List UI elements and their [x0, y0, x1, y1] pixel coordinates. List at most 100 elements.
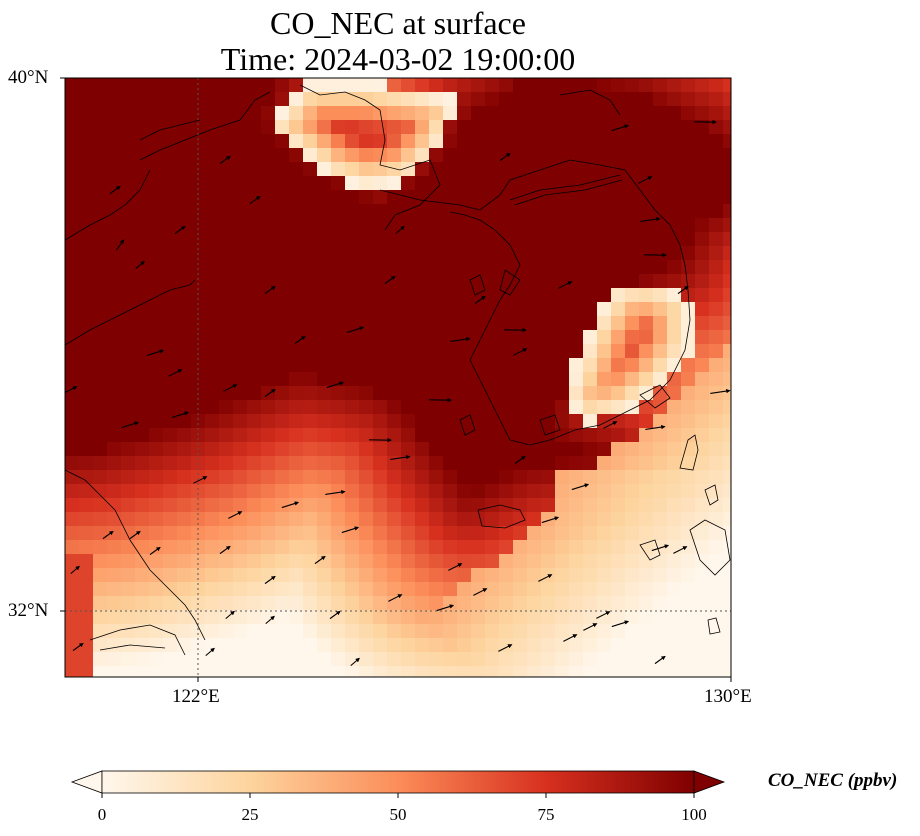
field-cell	[569, 540, 584, 555]
field-cell	[513, 176, 528, 191]
field-cell	[499, 218, 514, 233]
field-cell	[555, 582, 570, 597]
field-cell	[401, 372, 416, 387]
field-cell	[681, 540, 696, 555]
field-cell	[499, 246, 514, 261]
field-cell	[457, 344, 472, 359]
field-cell	[401, 484, 416, 499]
field-cell	[415, 232, 430, 247]
field-cell	[527, 540, 542, 555]
wind-arrow	[264, 575, 276, 585]
field-cell	[401, 204, 416, 219]
wind-arrow	[571, 483, 590, 491]
field-cell	[541, 190, 556, 205]
field-cell	[247, 666, 262, 677]
field-cell	[583, 568, 598, 583]
field-cell	[695, 218, 710, 233]
field-cell	[429, 540, 444, 555]
field-cell	[275, 218, 290, 233]
field-cell	[233, 624, 248, 639]
field-cell	[289, 218, 304, 233]
wind-arrow	[121, 421, 140, 429]
field-cell	[163, 148, 178, 163]
field-cell	[597, 554, 612, 569]
field-cell	[499, 316, 514, 331]
field-cell	[121, 512, 136, 527]
field-cell	[387, 638, 402, 653]
field-cell	[233, 190, 248, 205]
field-cell	[667, 456, 682, 471]
field-cell	[233, 260, 248, 275]
field-cell	[611, 190, 626, 205]
field-cell	[317, 484, 332, 499]
field-cell	[149, 610, 164, 625]
field-cell	[541, 344, 556, 359]
field-cell	[681, 498, 696, 513]
field-cell	[499, 596, 514, 611]
field-cell	[415, 400, 430, 415]
field-cell	[107, 428, 122, 443]
field-cell	[219, 512, 234, 527]
field-cell	[513, 274, 528, 289]
field-cell	[107, 386, 122, 401]
field-cell	[499, 344, 514, 359]
field-cell	[457, 638, 472, 653]
field-cell	[401, 78, 416, 93]
field-cell	[317, 498, 332, 513]
field-cell	[681, 246, 696, 261]
field-cell	[275, 512, 290, 527]
field-cell	[527, 148, 542, 163]
wind-arrow	[102, 530, 114, 540]
field-cell	[163, 610, 178, 625]
field-cell	[667, 190, 682, 205]
field-cell	[583, 106, 598, 121]
field-cell	[149, 176, 164, 191]
field-cell	[415, 134, 430, 149]
field-cell	[555, 106, 570, 121]
field-cell	[163, 330, 178, 345]
field-cell	[443, 386, 458, 401]
field-cell	[415, 428, 430, 443]
field-cell	[359, 344, 374, 359]
field-cell	[429, 624, 444, 639]
field-cell	[401, 176, 416, 191]
field-cell	[457, 386, 472, 401]
field-cell	[709, 316, 724, 331]
field-cell	[555, 120, 570, 135]
field-cell	[65, 470, 80, 485]
field-cell	[345, 652, 360, 667]
wind-arrow	[129, 530, 141, 540]
field-cell	[205, 526, 220, 541]
field-cell	[289, 442, 304, 457]
field-cell	[317, 232, 332, 247]
field-cell	[611, 204, 626, 219]
field-cell	[457, 582, 472, 597]
field-cell	[303, 260, 318, 275]
field-cell	[303, 554, 318, 569]
field-cell	[401, 386, 416, 401]
field-cell	[93, 540, 108, 555]
field-cell	[527, 218, 542, 233]
field-cell	[611, 358, 626, 373]
field-cell	[471, 302, 486, 317]
field-cell	[121, 232, 136, 247]
field-cell	[219, 120, 234, 135]
field-cell	[317, 456, 332, 471]
field-cell	[303, 134, 318, 149]
field-cell	[303, 148, 318, 163]
field-cell	[485, 134, 500, 149]
field-cell	[569, 400, 584, 415]
field-cell	[499, 134, 514, 149]
field-cell	[317, 428, 332, 443]
field-cell	[653, 260, 668, 275]
field-cell	[387, 190, 402, 205]
field-cell	[317, 344, 332, 359]
field-cell	[681, 624, 696, 639]
field-cell	[541, 470, 556, 485]
field-cell	[457, 260, 472, 275]
field-cell	[653, 358, 668, 373]
field-cell	[597, 470, 612, 485]
field-cell	[653, 204, 668, 219]
field-cell	[387, 498, 402, 513]
field-cell	[569, 372, 584, 387]
